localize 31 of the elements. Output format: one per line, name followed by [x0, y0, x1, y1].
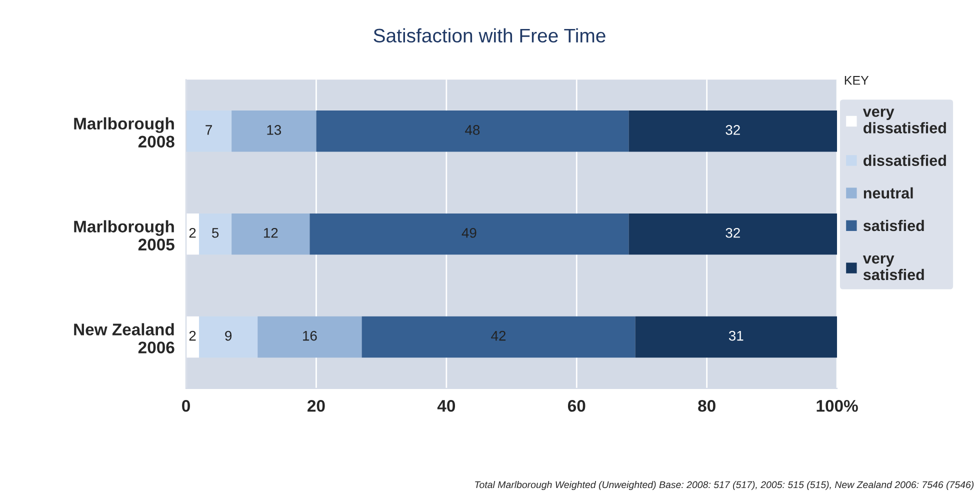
data-label: 7	[206, 125, 212, 135]
legend-label: dissatisfied	[864, 154, 946, 166]
x-tick-label: 100%	[816, 400, 858, 412]
data-label: 31	[728, 330, 744, 341]
x-tick-label: 0	[182, 400, 190, 412]
data-label: 2	[189, 228, 196, 238]
data-label: 42	[491, 330, 506, 341]
data-label: 9	[225, 330, 232, 341]
legend-label: satisfied	[863, 220, 924, 232]
data-label: 5	[212, 228, 219, 238]
data-label: 32	[726, 228, 740, 238]
data-label: 13	[267, 125, 282, 135]
x-tick-label: 20	[308, 400, 325, 412]
y-tick-label: Marlborough 2008	[74, 117, 174, 148]
x-tick-label: 80	[698, 400, 716, 412]
data-label: 2	[189, 330, 196, 341]
y-tick-label: Marlborough 2005	[74, 220, 174, 250]
data-label: 48	[465, 125, 480, 135]
x-tick-label: 60	[568, 400, 586, 412]
chart-title: Satisfaction with Free Time	[374, 28, 606, 43]
y-tick-label: New Zealand 2006	[74, 323, 174, 354]
data-label: 32	[726, 125, 740, 135]
legend-label: neutral	[864, 187, 913, 199]
text: Total Marlborough Weighted (Unweighted) Base: 2008: 517 (517), 2005: 515 (515), New Zealand 2006: 7546 (7546)	[475, 480, 974, 490]
data-label: 49	[462, 228, 476, 238]
legend-label: very satisfied	[862, 255, 924, 280]
data-label: 16	[303, 330, 317, 341]
legend-label: very dissatisfied	[862, 108, 946, 134]
legend-title: KEY	[844, 76, 869, 85]
x-tick-label: 40	[437, 400, 456, 412]
data-label: 12	[264, 228, 278, 238]
